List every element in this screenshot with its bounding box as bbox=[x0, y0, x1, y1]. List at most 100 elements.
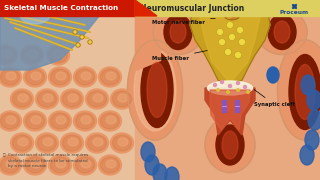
Ellipse shape bbox=[54, 50, 64, 58]
Ellipse shape bbox=[141, 53, 173, 127]
Ellipse shape bbox=[227, 12, 231, 19]
Ellipse shape bbox=[217, 89, 219, 91]
Bar bbox=[0, 0, 135, 180]
Ellipse shape bbox=[141, 142, 155, 162]
Ellipse shape bbox=[81, 72, 91, 80]
Ellipse shape bbox=[68, 138, 78, 146]
Ellipse shape bbox=[267, 67, 279, 83]
Polygon shape bbox=[135, 0, 160, 70]
Ellipse shape bbox=[74, 155, 97, 175]
Ellipse shape bbox=[80, 35, 84, 39]
Ellipse shape bbox=[20, 45, 44, 65]
Ellipse shape bbox=[60, 89, 84, 109]
Ellipse shape bbox=[0, 47, 15, 63]
Ellipse shape bbox=[68, 94, 78, 102]
Ellipse shape bbox=[6, 72, 16, 80]
Ellipse shape bbox=[20, 6, 50, 24]
Ellipse shape bbox=[205, 118, 255, 172]
Ellipse shape bbox=[0, 45, 18, 65]
Ellipse shape bbox=[1, 113, 20, 129]
Ellipse shape bbox=[227, 21, 234, 28]
Ellipse shape bbox=[220, 80, 223, 84]
Bar bbox=[222, 100, 226, 112]
Ellipse shape bbox=[12, 135, 31, 151]
Ellipse shape bbox=[76, 69, 94, 85]
Polygon shape bbox=[190, 0, 270, 87]
Polygon shape bbox=[205, 88, 255, 135]
Ellipse shape bbox=[257, 10, 307, 55]
Ellipse shape bbox=[22, 47, 42, 63]
Ellipse shape bbox=[289, 55, 320, 129]
Ellipse shape bbox=[106, 160, 116, 168]
Ellipse shape bbox=[1, 157, 20, 173]
Ellipse shape bbox=[268, 15, 296, 50]
Ellipse shape bbox=[118, 138, 128, 146]
Ellipse shape bbox=[106, 116, 116, 124]
Ellipse shape bbox=[153, 164, 167, 180]
Polygon shape bbox=[200, 2, 260, 83]
Ellipse shape bbox=[99, 111, 122, 131]
Ellipse shape bbox=[145, 155, 159, 175]
Ellipse shape bbox=[56, 72, 66, 80]
Ellipse shape bbox=[23, 111, 46, 131]
Ellipse shape bbox=[225, 48, 231, 55]
Ellipse shape bbox=[88, 40, 92, 44]
Ellipse shape bbox=[74, 31, 76, 33]
Ellipse shape bbox=[73, 30, 77, 34]
Ellipse shape bbox=[134, 49, 176, 131]
Ellipse shape bbox=[247, 91, 249, 93]
Ellipse shape bbox=[153, 10, 203, 55]
Ellipse shape bbox=[147, 62, 167, 118]
Text: Synaptic cleft: Synaptic cleft bbox=[254, 90, 295, 107]
Ellipse shape bbox=[0, 155, 21, 175]
Text: Neuromuscular Junction: Neuromuscular Junction bbox=[140, 3, 244, 12]
Ellipse shape bbox=[18, 94, 28, 102]
Ellipse shape bbox=[110, 89, 133, 109]
Ellipse shape bbox=[113, 135, 132, 151]
Ellipse shape bbox=[28, 50, 38, 58]
Ellipse shape bbox=[36, 89, 59, 109]
Ellipse shape bbox=[113, 91, 132, 107]
Ellipse shape bbox=[274, 21, 290, 43]
Ellipse shape bbox=[74, 67, 97, 87]
Ellipse shape bbox=[1, 69, 20, 85]
Ellipse shape bbox=[301, 75, 315, 95]
Ellipse shape bbox=[228, 33, 236, 40]
Ellipse shape bbox=[93, 94, 103, 102]
Ellipse shape bbox=[93, 138, 103, 146]
Ellipse shape bbox=[31, 160, 41, 168]
Ellipse shape bbox=[0, 67, 21, 87]
Ellipse shape bbox=[224, 10, 240, 20]
Ellipse shape bbox=[87, 91, 107, 107]
Ellipse shape bbox=[227, 91, 229, 93]
Ellipse shape bbox=[18, 138, 28, 146]
Ellipse shape bbox=[2, 50, 12, 58]
Ellipse shape bbox=[228, 84, 231, 87]
Ellipse shape bbox=[308, 110, 320, 130]
Ellipse shape bbox=[76, 157, 94, 173]
Ellipse shape bbox=[51, 157, 69, 173]
Ellipse shape bbox=[217, 28, 223, 35]
Ellipse shape bbox=[36, 133, 59, 153]
Ellipse shape bbox=[76, 113, 94, 129]
Ellipse shape bbox=[11, 133, 34, 153]
Ellipse shape bbox=[49, 111, 71, 131]
Ellipse shape bbox=[26, 113, 44, 129]
Ellipse shape bbox=[81, 116, 91, 124]
Ellipse shape bbox=[49, 47, 68, 63]
Ellipse shape bbox=[49, 67, 71, 87]
Ellipse shape bbox=[56, 116, 66, 124]
Ellipse shape bbox=[81, 36, 83, 38]
Ellipse shape bbox=[23, 67, 46, 87]
Ellipse shape bbox=[295, 64, 315, 120]
Ellipse shape bbox=[300, 145, 314, 165]
Ellipse shape bbox=[31, 72, 41, 80]
Text: Skeletal Muscle Contraction: Skeletal Muscle Contraction bbox=[4, 5, 118, 11]
Polygon shape bbox=[0, 0, 100, 70]
Ellipse shape bbox=[6, 116, 16, 124]
Ellipse shape bbox=[74, 111, 97, 131]
Bar bbox=[135, 0, 320, 180]
Ellipse shape bbox=[85, 89, 108, 109]
Ellipse shape bbox=[110, 133, 133, 153]
Ellipse shape bbox=[87, 135, 107, 151]
